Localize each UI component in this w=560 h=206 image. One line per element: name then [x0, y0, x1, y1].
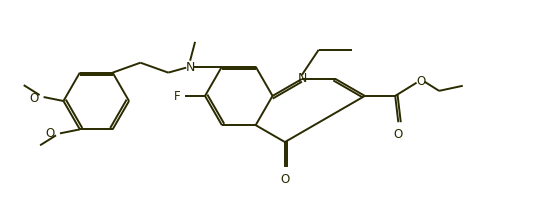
Text: O: O	[45, 126, 54, 139]
Text: O: O	[394, 128, 403, 140]
Text: N: N	[185, 61, 195, 74]
Text: O: O	[29, 91, 38, 104]
Text: O: O	[416, 75, 425, 88]
Text: O: O	[281, 172, 290, 185]
Text: F: F	[174, 90, 180, 103]
Text: N: N	[298, 71, 307, 84]
